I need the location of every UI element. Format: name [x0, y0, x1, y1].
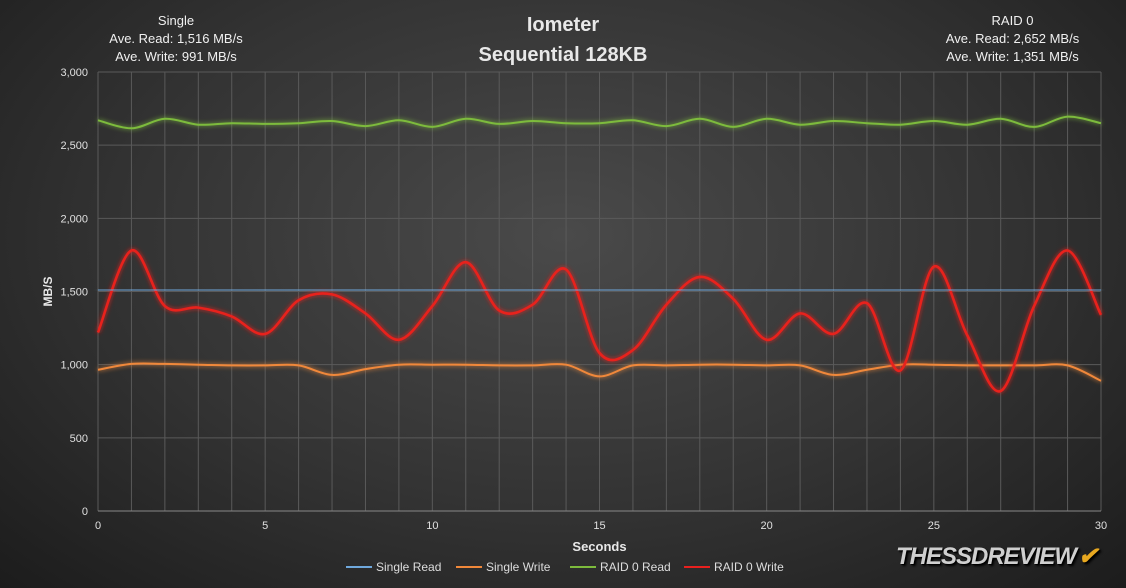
checkmark-icon: ✔ — [1078, 543, 1098, 570]
y-tick-label: 2,000 — [60, 213, 88, 225]
x-tick-label: 15 — [593, 520, 605, 532]
logo-text: THESSDREVIEW — [896, 543, 1077, 570]
single-stats: Single Ave. Read: 1,516 MB/s Ave. Write:… — [96, 12, 256, 66]
raid0-ave-write: Ave. Write: 1,351 MB/s — [946, 49, 1079, 64]
x-axis-label: Seconds — [572, 539, 626, 554]
single-heading: Single — [157, 13, 195, 28]
legend-item-single-read: Single Read — [346, 560, 441, 574]
y-tick-label: 1,000 — [60, 360, 88, 372]
raid0-heading: RAID 0 — [991, 13, 1034, 28]
series-line-raid-0-write — [96, 249, 1103, 393]
legend-label-single-read: Single Read — [376, 560, 442, 574]
y-axis-label: MB/S — [41, 277, 55, 307]
x-tick-label: 0 — [95, 520, 101, 532]
legend-swatch-single-read — [346, 566, 372, 568]
x-tick-label: 30 — [1095, 520, 1107, 532]
chart-subtitle: Sequential 128KB — [478, 44, 648, 66]
y-tick-label: 0 — [82, 506, 88, 518]
x-tick-label: 5 — [262, 520, 268, 532]
legend-label-raid0-read: RAID 0 Read — [600, 560, 671, 574]
y-tick-label: 1,500 — [60, 287, 88, 299]
y-tick-label: 500 — [70, 433, 88, 445]
x-tick-label: 20 — [761, 520, 773, 532]
x-tick-label: 10 — [426, 520, 438, 532]
ssd-review-logo: THESSDREVIEW✔ — [896, 542, 1098, 571]
legend-item-raid0-read: RAID 0 Read — [570, 560, 671, 574]
single-ave-write: Ave. Write: 991 MB/s — [115, 49, 237, 64]
legend-swatch-raid0-read — [570, 566, 596, 568]
single-ave-read: Ave. Read: 1,516 MB/s — [109, 31, 243, 46]
legend-label-raid0-write: RAID 0 Write — [714, 560, 784, 574]
y-tick-label: 2,500 — [60, 140, 88, 152]
raid0-ave-read: Ave. Read: 2,652 MB/s — [945, 31, 1080, 46]
legend-swatch-raid0-write — [684, 566, 710, 568]
y-tick-label: 3,000 — [60, 67, 88, 79]
x-tick-label: 25 — [928, 520, 940, 532]
raid0-stats: RAID 0 Ave. Read: 2,652 MB/s Ave. Write:… — [930, 12, 1095, 66]
legend-item-single-write: Single Write — [456, 560, 550, 574]
chart-title: Iometer — [526, 14, 600, 36]
series-line-raid-0-read — [97, 115, 1102, 130]
series-line-single-write — [97, 362, 1102, 382]
legend-label-single-write: Single Write — [486, 560, 551, 574]
legend-item-raid0-write: RAID 0 Write — [684, 560, 784, 574]
chart-legend: Single Read Single Write RAID 0 Read RAI… — [0, 560, 1126, 578]
legend-swatch-single-write — [456, 566, 482, 568]
